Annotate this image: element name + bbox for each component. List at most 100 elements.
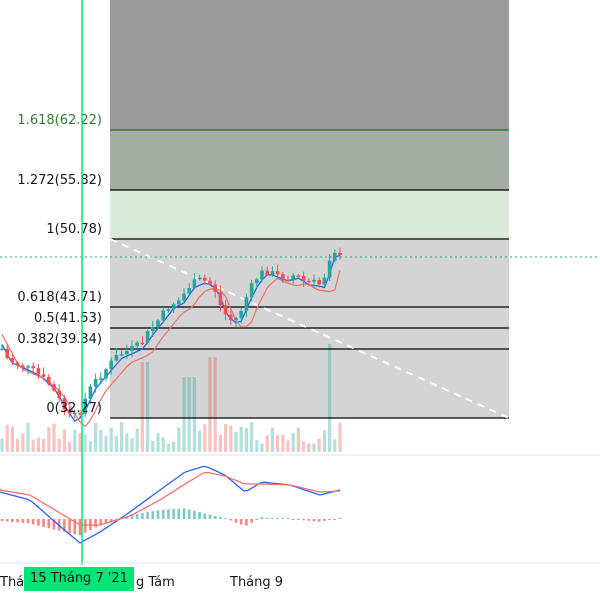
volume-bar	[218, 434, 222, 452]
macd-histogram-bar	[47, 519, 51, 529]
volume-bar	[177, 427, 181, 452]
macd-histogram-bar	[219, 517, 222, 519]
candle	[307, 278, 311, 285]
candle	[213, 280, 217, 299]
macd-histogram-bar	[276, 518, 279, 519]
candle	[99, 372, 103, 385]
volume-bar	[187, 377, 191, 452]
macd-histogram-bar	[16, 519, 19, 523]
macd-histogram-bar	[271, 517, 274, 519]
macd-histogram-bar	[250, 519, 253, 523]
volume-bar	[239, 426, 243, 452]
volume-bar	[62, 429, 66, 452]
macd-histogram-bar	[224, 518, 227, 519]
candle	[296, 274, 301, 278]
macd-histogram-bar	[328, 519, 331, 520]
macd-histogram-bar	[281, 518, 285, 519]
volume-bar	[244, 428, 248, 452]
volume-bar	[52, 423, 56, 452]
volume-bar	[198, 430, 202, 452]
candle	[275, 264, 280, 279]
volume-bar	[166, 443, 170, 452]
candle	[270, 266, 275, 278]
volume-bar	[333, 439, 337, 452]
volume-bar	[10, 426, 14, 452]
candle	[255, 277, 259, 289]
candle	[151, 320, 155, 338]
volume-bar	[135, 428, 139, 452]
volume-bar	[36, 437, 40, 452]
fib-label-1: 1(50.78)	[46, 222, 102, 237]
volume-bar	[140, 362, 144, 452]
volume-bar	[120, 422, 124, 452]
candle	[31, 362, 35, 375]
volume-bar	[255, 440, 259, 452]
volume-bar	[296, 427, 300, 452]
fib-zones	[110, 0, 509, 418]
candle	[0, 344, 4, 351]
ma-slow-line	[1, 269, 341, 428]
volume-bar	[182, 377, 186, 452]
macd-histogram-bar	[161, 509, 165, 519]
fib-zone-1-1272	[110, 190, 509, 239]
volume-bar	[68, 442, 72, 452]
macd-histogram-bar	[291, 519, 295, 520]
volume-bar	[213, 357, 217, 452]
candle	[156, 319, 160, 330]
candle	[88, 384, 93, 405]
candle	[265, 266, 269, 276]
volume-bar	[146, 362, 150, 452]
fib-label-0618: 0.618(43.71)	[17, 290, 102, 305]
candle	[93, 373, 98, 393]
macd-histogram-bar	[172, 509, 175, 519]
candle	[104, 368, 108, 382]
candle	[234, 316, 238, 327]
macd-histogram-bar	[286, 518, 290, 519]
x-axis-label-thang-tam: g Tám	[136, 575, 175, 590]
macd-histogram-bar	[42, 519, 45, 527]
volume-bar	[42, 438, 46, 452]
macd-histogram-bar	[5, 519, 9, 522]
candle	[317, 277, 321, 288]
volume-bar	[130, 438, 134, 452]
candle	[208, 277, 212, 287]
candle	[5, 344, 9, 360]
crosshair-date-badge: 15 Tháng 7 '21	[24, 567, 134, 591]
candle	[312, 274, 316, 288]
volume-bar	[270, 427, 274, 452]
candle	[218, 285, 223, 312]
macd-histogram-bar	[312, 519, 316, 522]
volume-bar	[250, 422, 254, 452]
x-axis-label-thang-7: Thá	[0, 575, 24, 590]
candle	[182, 288, 186, 304]
macd-histogram-bar	[302, 519, 305, 521]
volume-bar	[312, 443, 316, 452]
candle	[135, 340, 139, 352]
macd-histogram-bar	[323, 519, 326, 521]
macd-histogram-bar	[187, 509, 191, 519]
macd-histogram-bar	[73, 519, 77, 535]
volume-bar	[161, 437, 165, 452]
candle	[10, 354, 15, 366]
volume-bar	[229, 425, 233, 452]
volume-bar	[114, 436, 118, 452]
macd-histogram-bar	[182, 508, 186, 519]
macd-line	[0, 465, 341, 544]
volume-bar	[317, 438, 321, 452]
macd-histogram-bar	[317, 519, 321, 522]
candle	[203, 274, 207, 285]
macd-histogram-bar	[177, 508, 181, 519]
volume-bar	[276, 435, 280, 452]
fib-label-0382: 0.382(39.34)	[17, 332, 102, 347]
macd-histogram-bar	[109, 519, 113, 522]
volume-bar	[291, 432, 295, 452]
fib-trend-line[interactable]	[109, 238, 510, 419]
volume-bar	[307, 443, 311, 452]
macd-histogram-bar	[0, 519, 4, 521]
candle	[21, 363, 25, 373]
macd-histogram-bar	[130, 515, 134, 519]
candle	[322, 273, 327, 287]
volume-bar	[5, 424, 9, 452]
candle	[109, 357, 113, 375]
